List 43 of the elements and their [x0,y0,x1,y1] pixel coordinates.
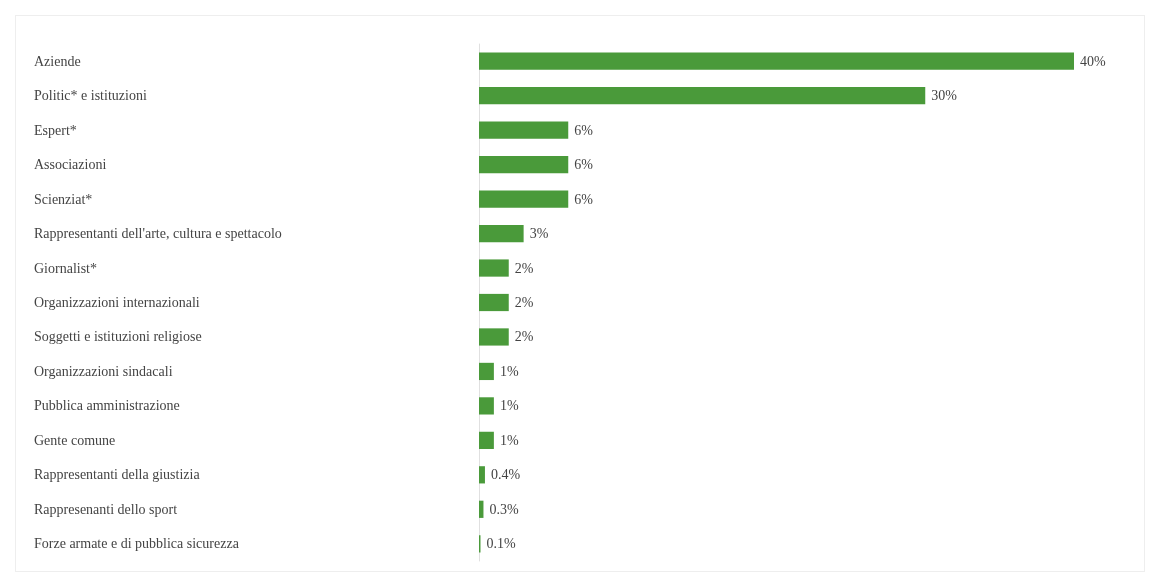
y-tick-label: Espert* [34,122,77,138]
bar [479,87,926,105]
bar [479,466,485,484]
data-label: 6% [574,157,594,173]
bar [479,121,569,139]
data-label: 1% [499,432,519,448]
data-label: 6% [574,122,594,138]
y-tick-label: Soggetti e istituzioni religiose [34,329,202,345]
bar [479,224,524,243]
data-label: 2% [514,329,534,345]
y-tick-label: Organizzazioni sindacali [34,363,173,379]
data-label: 3% [529,226,549,242]
data-label: 6% [574,191,594,207]
y-tick-label: Organizzazioni internazionali [34,295,200,310]
bar [479,397,494,415]
bar [479,293,509,312]
y-tick-label: Forze armate e di pubblica sicurezza [34,536,240,552]
y-tick-label: Associazioni [34,157,107,173]
y-tick-label: Pubblica amministrazione [34,398,180,414]
y-tick-label: Aziende [34,53,81,69]
y-tick-label: Politic* e istituzioni [34,88,147,104]
data-label: 0.1% [486,536,516,552]
bar [479,328,509,346]
data-label: 2% [514,260,534,276]
y-tick-label: Rappresentanti della giustizia [34,467,201,483]
data-label: 30% [931,88,958,104]
bar [479,431,494,449]
bar [479,362,494,381]
y-tick-label: Rappresenanti dello sport [34,501,178,517]
y-tick-label: Scienziat* [34,191,93,207]
data-label: 1% [499,398,519,414]
bar [479,190,569,208]
bar [479,259,509,277]
y-tick-label: Rappresentanti dell'arte, cultura e spettacolo [34,226,282,242]
data-label: 0.4% [490,467,521,483]
data-label: 2% [514,295,534,310]
data-label: 0.3% [489,501,519,517]
y-tick-label: Gente comune [34,432,116,448]
bar [479,52,1074,70]
data-label: 40% [1080,53,1106,69]
data-label: 1% [499,363,519,379]
bar [479,156,569,174]
y-tick-label: Giornalist* [34,260,97,276]
